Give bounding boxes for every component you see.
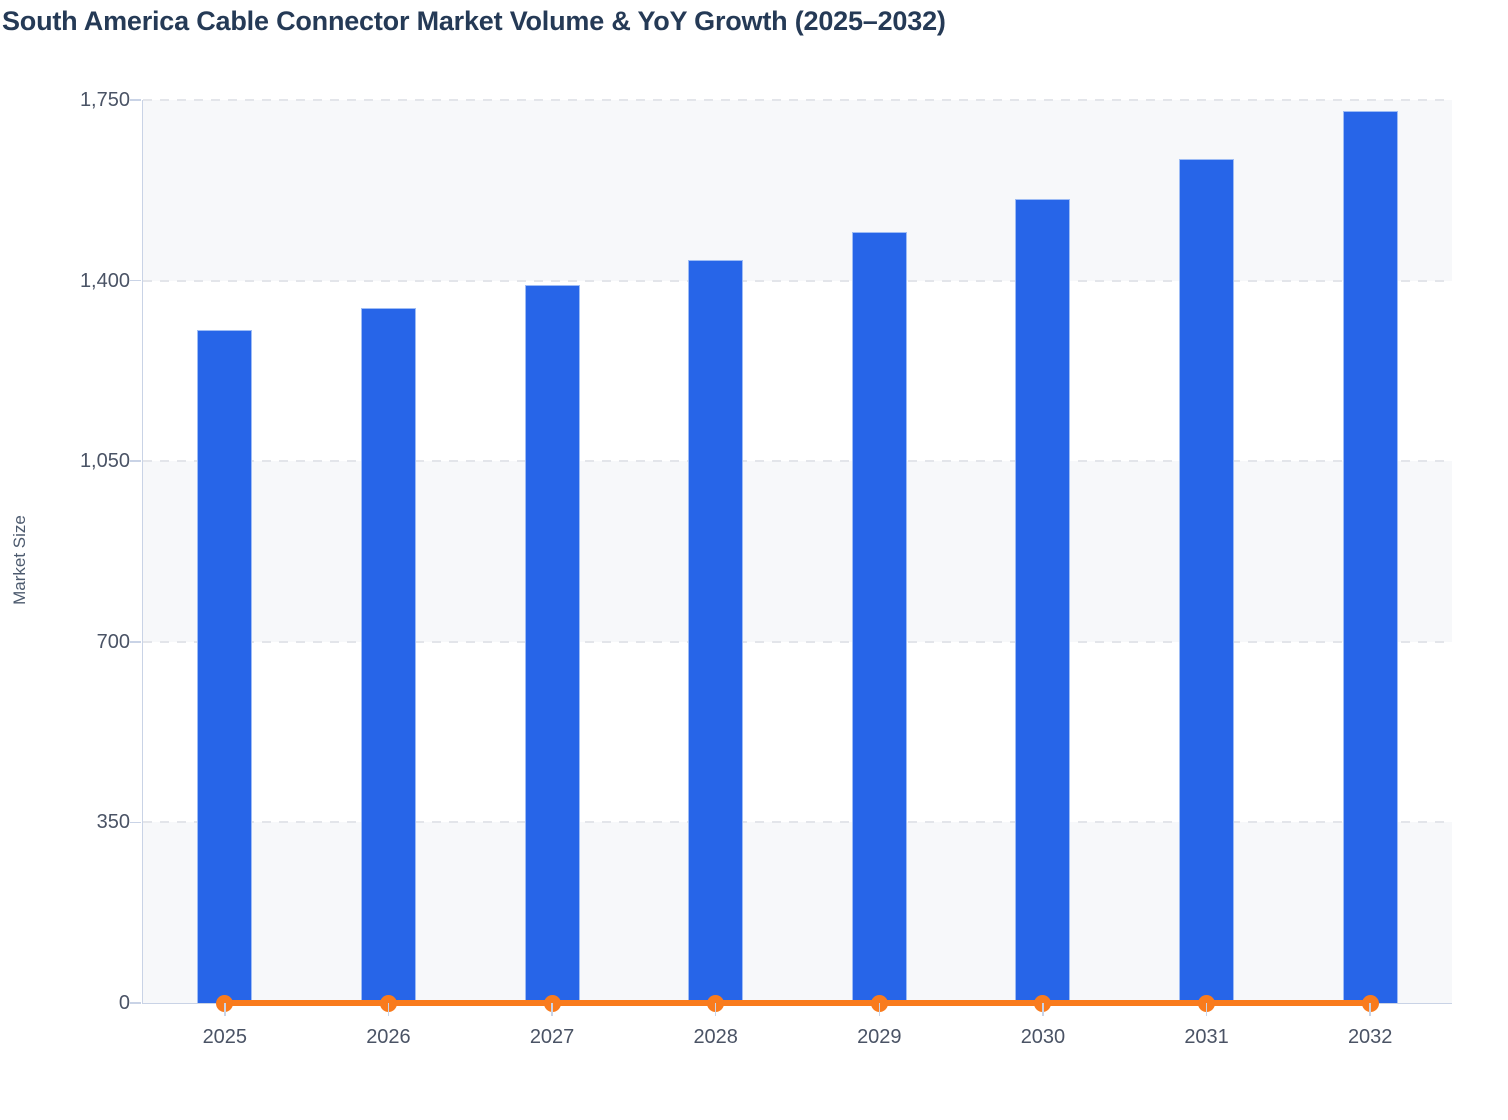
x-axis-tick [551, 1003, 553, 1016]
y-tick-label: 1,050 [79, 450, 130, 473]
x-axis-tick [224, 1003, 226, 1016]
y-axis-tick [130, 641, 141, 643]
bar-2030 [1015, 199, 1071, 1003]
gridline [143, 821, 1452, 824]
x-tick-label: 2027 [529, 1026, 575, 1048]
y-axis-tick [130, 821, 141, 824]
plot-area [130, 99, 1452, 1016]
x-tick-label: 2026 [366, 1026, 411, 1048]
gridline [143, 279, 1452, 282]
gridline [143, 640, 1452, 643]
x-axis-tick [1042, 1003, 1044, 1016]
y-axis-tick [130, 460, 141, 462]
x-tick-label: 2028 [693, 1026, 738, 1048]
x-tick-label: 2029 [857, 1026, 902, 1048]
yoy-growth-line [224, 1000, 1371, 1006]
y-axis-line [141, 100, 143, 1004]
bar-2031 [1179, 158, 1235, 1003]
y-tick-label: 0 [118, 992, 130, 1014]
x-tick-label: 2030 [1020, 1026, 1066, 1048]
x-axis-tick [714, 1003, 717, 1016]
y-tick-label: 1,400 [79, 269, 130, 292]
x-tick-label: 2032 [1347, 1026, 1393, 1048]
bar-2028 [688, 259, 744, 1003]
x-axis-tick [1205, 1003, 1208, 1016]
plot-band [143, 461, 1452, 642]
y-axis-tick [130, 1002, 141, 1004]
x-tick-label: 2025 [202, 1026, 248, 1048]
y-tick-label: 700 [96, 630, 130, 653]
gridline [143, 460, 1452, 463]
chart-title: South America Cable Connector Market Vol… [2, 6, 946, 36]
bar-2032 [1342, 110, 1398, 1003]
x-tick-label: 2031 [1184, 1026, 1229, 1048]
bar-2029 [851, 232, 907, 1003]
bar-2027 [524, 285, 580, 1003]
y-axis-tick [130, 279, 141, 282]
y-tick-label: 1,750 [79, 89, 130, 111]
bar-2025 [197, 329, 253, 1003]
y-axis-tick [130, 99, 141, 101]
x-axis-tick [878, 1003, 881, 1016]
x-axis-tick [387, 1003, 390, 1016]
x-axis-tick [1369, 1003, 1371, 1016]
y-axis-title: Market Size [10, 515, 29, 605]
y-tick-label: 350 [96, 811, 130, 834]
plot-band [143, 822, 1452, 1003]
bar-2026 [360, 307, 416, 1003]
gridline [143, 99, 1452, 101]
plot-band [143, 100, 1452, 281]
